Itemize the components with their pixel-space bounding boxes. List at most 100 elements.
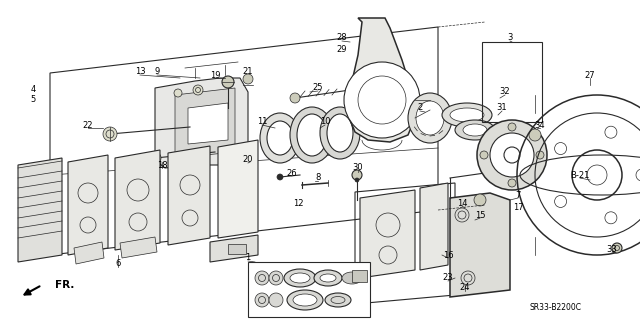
Bar xyxy=(248,262,370,317)
Ellipse shape xyxy=(455,120,495,140)
Circle shape xyxy=(277,174,283,180)
Circle shape xyxy=(352,170,362,180)
Circle shape xyxy=(605,212,617,224)
Polygon shape xyxy=(450,193,510,297)
Ellipse shape xyxy=(342,272,362,284)
Text: 22: 22 xyxy=(83,121,93,130)
Circle shape xyxy=(555,143,566,154)
Circle shape xyxy=(222,76,234,88)
Polygon shape xyxy=(188,103,228,144)
Polygon shape xyxy=(175,88,235,158)
Ellipse shape xyxy=(450,108,484,122)
Text: 19: 19 xyxy=(210,70,220,79)
Ellipse shape xyxy=(325,293,351,307)
Text: 4: 4 xyxy=(30,85,36,94)
Text: 3: 3 xyxy=(508,33,513,42)
Text: 34: 34 xyxy=(534,121,545,130)
Polygon shape xyxy=(115,150,160,250)
Text: 6: 6 xyxy=(115,259,121,269)
Text: 27: 27 xyxy=(585,70,595,79)
Polygon shape xyxy=(120,237,157,258)
Circle shape xyxy=(529,129,541,141)
Ellipse shape xyxy=(267,121,293,155)
Polygon shape xyxy=(210,235,258,262)
Ellipse shape xyxy=(287,290,323,310)
Text: SR33-B2200C: SR33-B2200C xyxy=(529,303,581,313)
Ellipse shape xyxy=(297,114,327,156)
Circle shape xyxy=(344,62,420,138)
Ellipse shape xyxy=(320,107,360,159)
Text: 20: 20 xyxy=(243,155,253,165)
Polygon shape xyxy=(74,242,104,264)
Polygon shape xyxy=(218,140,258,238)
Ellipse shape xyxy=(284,269,316,287)
Text: 2: 2 xyxy=(417,103,422,113)
Polygon shape xyxy=(155,78,248,168)
Circle shape xyxy=(174,89,182,97)
Ellipse shape xyxy=(327,114,353,152)
Text: 32: 32 xyxy=(500,87,510,97)
Text: 14: 14 xyxy=(457,198,467,207)
Ellipse shape xyxy=(463,124,487,136)
Circle shape xyxy=(555,196,566,207)
Text: 8: 8 xyxy=(316,174,321,182)
Text: 7: 7 xyxy=(515,190,521,199)
Bar xyxy=(482,42,542,122)
Text: 12: 12 xyxy=(292,198,303,207)
Text: 15: 15 xyxy=(475,211,485,219)
Ellipse shape xyxy=(314,270,342,286)
Circle shape xyxy=(269,271,283,285)
Bar xyxy=(352,270,367,282)
Text: 11: 11 xyxy=(257,117,268,127)
Text: 26: 26 xyxy=(287,168,298,177)
Circle shape xyxy=(290,93,300,103)
Text: 17: 17 xyxy=(513,203,524,211)
Ellipse shape xyxy=(442,103,492,127)
Circle shape xyxy=(474,194,486,206)
Ellipse shape xyxy=(293,294,317,306)
Circle shape xyxy=(508,123,516,131)
Circle shape xyxy=(255,271,269,285)
Text: 9: 9 xyxy=(154,68,159,77)
Text: 33: 33 xyxy=(607,246,618,255)
Bar xyxy=(228,244,246,254)
Text: 13: 13 xyxy=(134,68,145,77)
Circle shape xyxy=(612,243,622,253)
Ellipse shape xyxy=(290,273,310,283)
Ellipse shape xyxy=(260,113,300,163)
Text: 1: 1 xyxy=(245,254,251,263)
Circle shape xyxy=(480,151,488,159)
Text: 31: 31 xyxy=(497,103,508,113)
Polygon shape xyxy=(360,190,415,278)
Ellipse shape xyxy=(290,107,334,163)
Circle shape xyxy=(636,169,640,181)
Circle shape xyxy=(508,179,516,187)
Polygon shape xyxy=(68,155,108,255)
Circle shape xyxy=(103,127,117,141)
Text: 5: 5 xyxy=(30,95,36,105)
Text: 30: 30 xyxy=(353,164,364,173)
Polygon shape xyxy=(168,146,210,245)
Text: 28: 28 xyxy=(337,33,348,42)
Circle shape xyxy=(490,133,534,177)
Ellipse shape xyxy=(408,93,452,143)
Circle shape xyxy=(193,85,203,95)
Circle shape xyxy=(149,152,161,164)
Text: FR.: FR. xyxy=(55,280,75,290)
Circle shape xyxy=(355,178,359,182)
Circle shape xyxy=(243,74,253,84)
Text: 18: 18 xyxy=(157,160,167,169)
Text: 23: 23 xyxy=(443,273,453,283)
Circle shape xyxy=(477,120,547,190)
Ellipse shape xyxy=(320,274,336,282)
Text: B-21: B-21 xyxy=(570,170,589,180)
Text: 16: 16 xyxy=(443,250,453,259)
Text: 25: 25 xyxy=(313,84,323,93)
Text: 10: 10 xyxy=(320,117,330,127)
Circle shape xyxy=(255,293,269,307)
Text: 24: 24 xyxy=(460,284,470,293)
Circle shape xyxy=(605,126,617,138)
Polygon shape xyxy=(18,158,62,262)
Circle shape xyxy=(536,151,544,159)
Text: 21: 21 xyxy=(243,68,253,77)
